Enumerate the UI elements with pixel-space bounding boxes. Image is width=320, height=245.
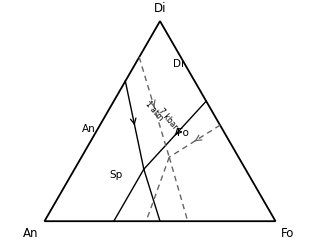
Text: Di: Di — [173, 59, 184, 69]
Text: An: An — [23, 227, 39, 240]
Text: Fo: Fo — [281, 227, 295, 240]
Text: An: An — [82, 124, 95, 134]
Text: Fo: Fo — [177, 128, 189, 138]
Text: 1 atm: 1 atm — [144, 100, 165, 123]
Text: Sp: Sp — [109, 170, 123, 180]
Text: 7 kbar: 7 kbar — [157, 106, 180, 131]
Text: Di: Di — [154, 2, 166, 15]
